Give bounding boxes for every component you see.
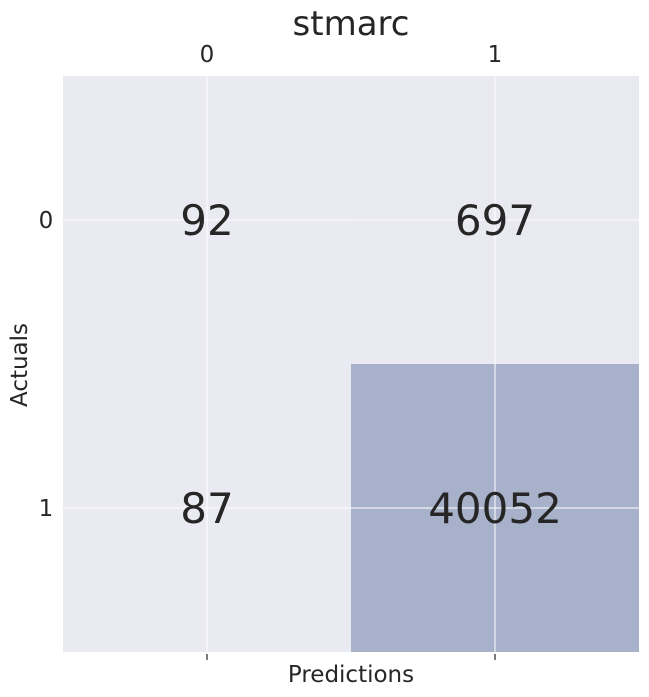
labels-layer: 92 697 87 40052 0 1 0 1 xyxy=(39,42,562,533)
cell-value-0-1: 697 xyxy=(455,196,535,245)
cells-layer xyxy=(63,76,639,652)
cell-value-1-0: 87 xyxy=(180,484,233,533)
chart-title: stmarc xyxy=(293,4,410,44)
y-tick-label: 0 xyxy=(39,208,54,234)
x-axis-label: Predictions xyxy=(288,662,414,688)
cell-value-1-1: 40052 xyxy=(428,484,562,533)
y-tick-label: 1 xyxy=(39,496,54,522)
cell-value-0-0: 92 xyxy=(180,196,233,245)
y-axis-label: Actuals xyxy=(7,323,33,407)
x-tick-label: 1 xyxy=(488,42,503,68)
x-tick-label: 0 xyxy=(200,42,215,68)
grid-layer xyxy=(63,76,639,660)
